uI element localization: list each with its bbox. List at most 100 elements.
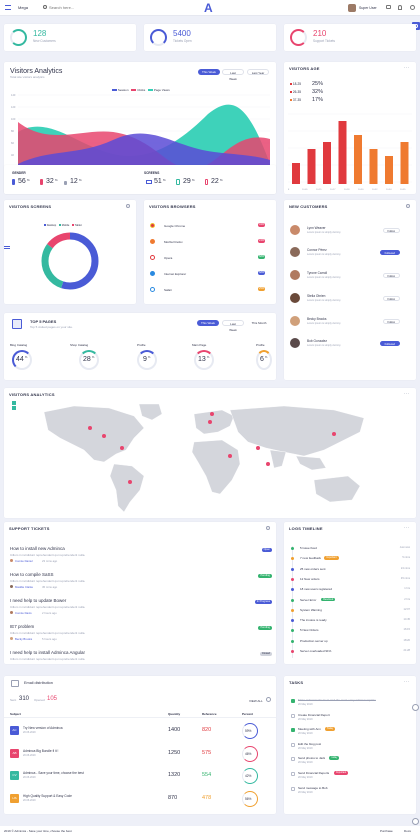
task-checkbox[interactable] (291, 728, 295, 733)
search-input[interactable] (49, 4, 109, 11)
footer: 2019 © Adminca - Save your time, choose … (0, 826, 420, 836)
table-row[interactable]: AC Try New version of Adminca 20.06.2019 14… (4, 722, 276, 742)
task-item[interactable]: Send photos to Jack today 20 May 2019 (284, 756, 416, 768)
tab-this-week[interactable]: This Week (197, 320, 219, 326)
timeline-time: 2 hrs (404, 597, 410, 601)
task-checkbox[interactable] (291, 742, 295, 747)
view-all-link[interactable]: VIEW ALL (249, 699, 263, 703)
customer-sub: Lorem ipsum is simply dummy (307, 344, 341, 347)
mega-menu-link[interactable]: Mega (18, 5, 29, 10)
more-icon[interactable]: ··· (403, 391, 410, 397)
settings-icon[interactable] (126, 204, 130, 208)
ticket-title[interactable]: I need help to install Adminca Angular (10, 650, 86, 655)
task-item[interactable]: Make Adminca the best and the most easy … (284, 698, 416, 710)
task-item[interactable]: Create Financial Report 20 May 2019 (284, 713, 416, 725)
task-item[interactable]: Send message to Bob 20 May 2019 (284, 786, 416, 798)
task-checkbox[interactable] (291, 772, 295, 776)
ticket-item[interactable]: How to install new Adminca Cillum in inc… (10, 546, 272, 568)
table-row[interactable]: HS High Quality Support & Easy Code 20.06.… (4, 790, 276, 810)
row-subject[interactable]: High Quality Support & Easy Code (23, 793, 72, 798)
row-subject[interactable]: Adminca - Save your time, choose the bes… (23, 771, 84, 775)
ticket-user[interactable]: Connie Daniel (15, 559, 33, 563)
info-icon[interactable] (266, 697, 271, 702)
row-badge: AB (10, 748, 19, 758)
ticket-item[interactable]: How to compile SaSS Cillum in incididunt… (10, 572, 272, 594)
followed-button[interactable]: Followed (379, 250, 400, 255)
more-icon[interactable]: ··· (403, 679, 410, 685)
ticket-time: 23 mins ago (42, 559, 58, 563)
support-ring-icon (290, 29, 307, 46)
mail-icon[interactable] (386, 5, 391, 9)
side-toggle-icon[interactable] (4, 246, 10, 249)
bell-icon[interactable] (398, 5, 402, 10)
docs-link[interactable]: Docs (404, 829, 411, 833)
avatar (10, 637, 13, 640)
task-checkbox[interactable] (291, 786, 295, 791)
ticket-title[interactable]: I need help to update Bower (10, 598, 67, 603)
ticket-title[interactable]: How to install new Adminca (10, 546, 65, 551)
task-checkbox[interactable] (291, 713, 295, 718)
brand-logo[interactable]: A (204, 1, 213, 15)
screen-mobile-value: 22 (211, 178, 219, 185)
more-icon[interactable]: ··· (403, 525, 410, 531)
donut-legend: Desktop Mobile Tablet (44, 224, 82, 227)
ticket-title[interactable]: How to compile SaSS (10, 572, 54, 577)
child-icon (64, 181, 67, 185)
ticket-user[interactable]: Becky Brooks (15, 637, 33, 641)
task-item[interactable]: Send Financial Reports Important 20 May 20… (284, 771, 416, 783)
task-item[interactable]: Edit the blog post 20 May 2019 (284, 742, 416, 754)
user-name[interactable]: Super User (359, 6, 377, 10)
menu-icon[interactable] (5, 5, 11, 10)
task-checkbox[interactable] (291, 699, 295, 703)
table-row[interactable]: CV Adminca - Save your time, choose the b… (4, 767, 276, 787)
task-item[interactable]: Meeting with Ann Today 20 May 2019 (284, 727, 416, 739)
card-title: VISITORS SCREENS (9, 204, 52, 209)
settings-icon[interactable] (266, 526, 270, 530)
search-icon[interactable] (43, 5, 47, 9)
south-america (109, 463, 145, 513)
tab-this-week[interactable]: This Week (198, 69, 220, 75)
y-tick: 60 (11, 142, 14, 145)
avatar[interactable] (348, 4, 356, 12)
zoom-in-button[interactable] (12, 401, 16, 405)
ticket-user[interactable]: Connie Davis (15, 611, 32, 615)
tab-last-week[interactable]: Last Week (222, 69, 244, 81)
more-icon[interactable]: ··· (403, 65, 410, 71)
row-quantity: 1400 (168, 727, 181, 733)
follow-button[interactable]: Follow (382, 296, 400, 301)
logout-icon[interactable] (410, 5, 415, 10)
ticket-item[interactable]: IE7 problem Cillum in incididunt reprehe… (10, 624, 272, 646)
ticket-item[interactable]: I need help to update Bower Cillum in in… (10, 598, 272, 620)
task-text: Make Adminca the best and the most easy … (298, 698, 376, 702)
percent-sign: % (192, 178, 195, 182)
task-checkbox[interactable] (291, 757, 295, 762)
row-subject[interactable]: Try New version of Adminca (23, 726, 63, 730)
row-subject[interactable]: Adminca Big Bundle fi it ! (23, 748, 59, 753)
scroll-down-button[interactable] (412, 818, 419, 825)
tab-last-year[interactable]: Last Year (247, 69, 269, 75)
age-bar (292, 163, 300, 184)
screen-desktop-value: 51 (154, 178, 162, 185)
follow-button[interactable]: Follow (382, 273, 400, 278)
purchase-link[interactable]: Purchase (380, 829, 393, 833)
scroll-up-button[interactable] (412, 704, 419, 711)
user-icon[interactable] (406, 204, 410, 208)
ticket-user[interactable]: Maddie Clarke (15, 585, 34, 589)
follow-button[interactable]: Follow (382, 228, 400, 233)
timeline-item: 5 New Orders 16:15 (284, 628, 416, 636)
page-value: 6 (260, 356, 264, 363)
y-tick: 40 (11, 154, 14, 157)
zoom-out-button[interactable] (12, 406, 16, 410)
table-row[interactable]: AB Adminca Big Bundle fi it ! 20.06.2019 12… (4, 745, 276, 765)
avatar (290, 293, 300, 303)
mobile-icon (205, 179, 208, 185)
tab-last-week[interactable]: Last Week (222, 320, 244, 332)
ticket-item[interactable]: I need help to install Adminca Angular C… (10, 650, 272, 663)
task-text: Create Financial Report (298, 712, 330, 717)
ticket-title[interactable]: IE7 problem (10, 624, 35, 629)
follow-button[interactable]: Follow (382, 319, 400, 324)
row-reference: 478 (202, 794, 212, 801)
tab-this-month[interactable]: This Month (251, 321, 267, 325)
age-range: 37-35 (292, 98, 302, 102)
followed-button[interactable]: Followed (379, 341, 400, 346)
